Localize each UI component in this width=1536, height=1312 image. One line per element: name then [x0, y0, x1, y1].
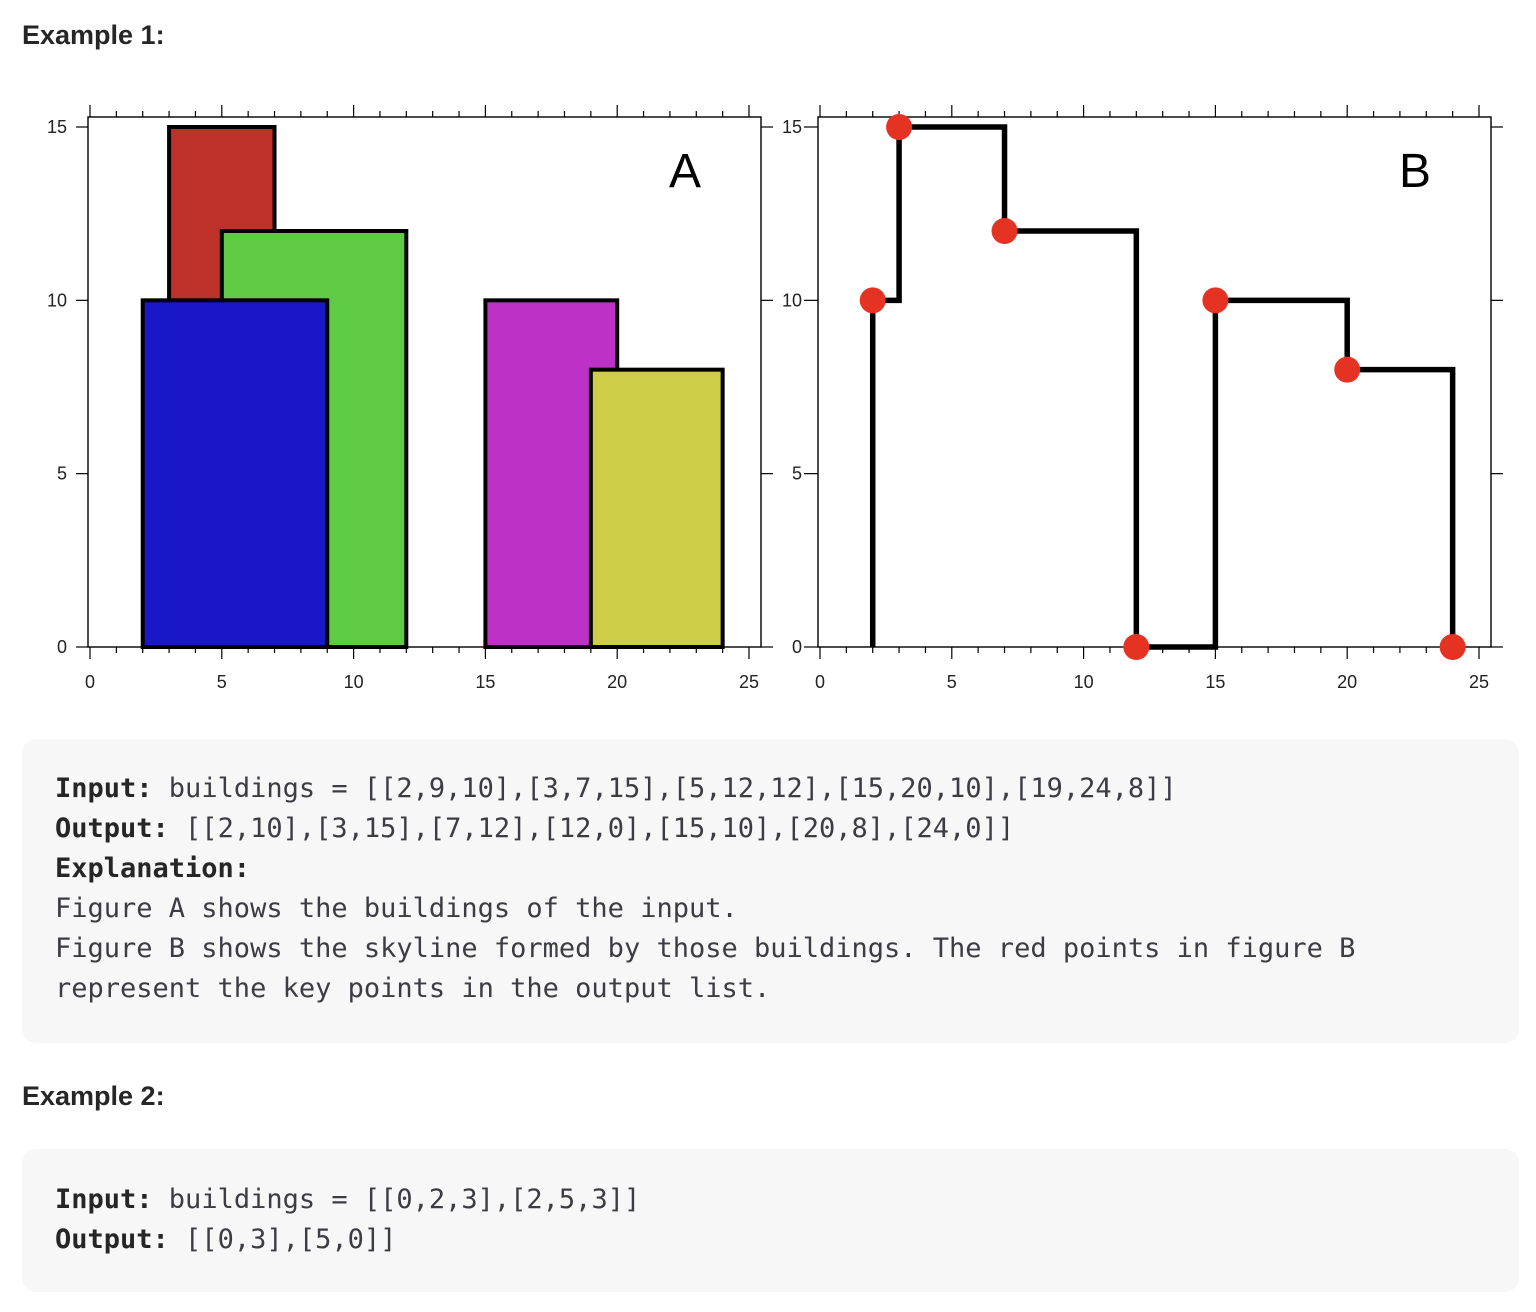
output-label: Output:	[55, 1224, 169, 1255]
key-point	[859, 287, 886, 314]
output-label: Output:	[55, 813, 169, 844]
input-label: Input:	[55, 773, 153, 804]
key-point	[1123, 634, 1150, 660]
explanation-text-line: Figure A shows the buildings of the inpu…	[55, 893, 738, 924]
x-tick-label: 25	[739, 672, 759, 692]
skyline-line	[869, 124, 1456, 650]
building-bar	[588, 367, 725, 649]
example-2-heading: Example 2:	[22, 1081, 165, 1111]
output-value: [[2,10],[3,15],[7,12],[12,0],[15,10],[20…	[168, 813, 1015, 844]
input-line: Input: buildings = [[0,2,3],[2,5,3]]	[55, 1180, 1519, 1220]
figure-b: 0 5 10 15 20 25 0 5 10 15 B	[782, 105, 1503, 692]
x-tick-label: 5	[217, 672, 227, 692]
x-tick-label: 5	[947, 672, 957, 692]
buildings	[140, 125, 725, 649]
key-point	[1334, 356, 1361, 383]
x-tick-label: 20	[1337, 672, 1357, 692]
y-tick-label: 5	[792, 464, 802, 484]
y-tick-label: 10	[782, 290, 802, 310]
key-point	[886, 114, 913, 140]
y-tick-label: 10	[47, 290, 67, 310]
explanation-text-line: Figure B shows the skyline formed by tho…	[55, 933, 1356, 964]
x-tick-label: 15	[475, 672, 495, 692]
figures: 0 5 10 15 20 25 0 5 10 15 A 0 5 10 15 20 25 0 5 10 15 B	[47, 105, 1503, 692]
input-label: Input:	[55, 1184, 153, 1215]
figure-title: B	[1399, 145, 1431, 198]
y-tick-label: 0	[57, 637, 67, 657]
y-tick-label: 15	[782, 117, 802, 137]
output-value: [[0,3],[5,0]]	[168, 1224, 397, 1255]
key-point	[1439, 634, 1466, 660]
input-line: Input: buildings = [[2,9,10],[3,7,15],[5…	[55, 769, 1519, 809]
example-1-heading: Example 1:	[22, 20, 165, 50]
input-value: buildings = [[2,9,10],[3,7,15],[5,12,12]…	[152, 773, 1177, 804]
example-1-code-block: Input: buildings = [[2,9,10],[3,7,15],[5…	[22, 739, 1519, 1043]
x-tick-label: 15	[1205, 672, 1225, 692]
explanation-line: Explanation:	[55, 849, 1519, 889]
explanation-label: Explanation:	[55, 853, 251, 884]
x-tick-label: 0	[85, 672, 95, 692]
key-point	[1202, 287, 1229, 314]
x-tick-label: 0	[815, 672, 825, 692]
output-line: Output: [[2,10],[3,15],[7,12],[12,0],[15…	[55, 809, 1519, 849]
example-2-code-block: Input: buildings = [[0,2,3],[2,5,3]] Out…	[22, 1149, 1519, 1292]
figure-a: 0 5 10 15 20 25 0 5 10 15 A	[47, 105, 773, 692]
plot-frame	[87, 116, 762, 648]
key-point	[991, 218, 1018, 244]
explanation-text-line: represent the key points in the output l…	[55, 973, 771, 1004]
input-value: buildings = [[0,2,3],[2,5,3]]	[152, 1184, 641, 1215]
x-tick-label: 10	[344, 672, 364, 692]
x-tick-label: 25	[1469, 672, 1489, 692]
y-tick-label: 15	[47, 117, 67, 137]
plot-frame	[817, 116, 1492, 648]
x-tick-label: 10	[1074, 672, 1094, 692]
x-tick-label: 20	[607, 672, 627, 692]
building-bar	[140, 298, 330, 649]
figure-title: A	[669, 145, 701, 198]
output-line: Output: [[0,3],[5,0]]	[55, 1220, 1519, 1260]
y-tick-label: 0	[792, 637, 802, 657]
y-tick-label: 5	[57, 464, 67, 484]
